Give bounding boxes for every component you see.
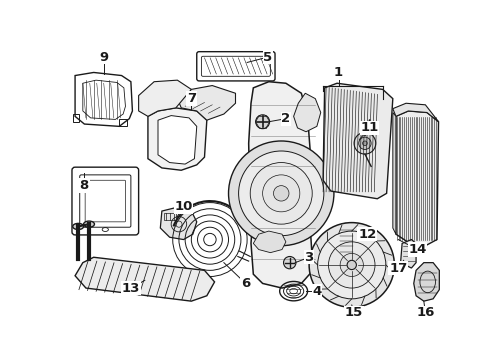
Polygon shape [75,257,214,301]
Polygon shape [323,83,392,199]
Text: 7: 7 [186,92,196,105]
Circle shape [340,253,363,276]
Circle shape [228,141,333,246]
Text: 9: 9 [99,50,108,64]
Bar [73,114,79,122]
Polygon shape [395,111,438,245]
Circle shape [328,242,374,288]
Circle shape [283,256,295,269]
Text: 5: 5 [263,50,272,64]
Circle shape [250,163,311,224]
Text: 10: 10 [174,200,192,213]
Text: 8: 8 [80,179,89,192]
Ellipse shape [73,223,83,230]
Circle shape [262,175,299,212]
Polygon shape [248,82,312,288]
Text: 1: 1 [333,66,343,79]
Polygon shape [392,103,438,122]
Circle shape [317,231,385,299]
Polygon shape [177,86,235,120]
Text: 6: 6 [241,277,250,290]
Circle shape [358,137,370,149]
Circle shape [308,222,393,307]
Polygon shape [148,108,206,170]
Ellipse shape [83,221,94,227]
Text: 11: 11 [360,121,378,134]
Text: 2: 2 [281,112,290,125]
Polygon shape [158,116,196,164]
Polygon shape [400,239,415,268]
Text: 13: 13 [122,282,140,294]
Text: 17: 17 [388,261,407,275]
Circle shape [255,115,269,129]
Circle shape [362,141,366,145]
Polygon shape [138,80,191,116]
Polygon shape [392,112,395,234]
Text: 12: 12 [357,228,376,240]
Circle shape [238,151,323,236]
Bar [340,226,352,256]
Bar [164,213,176,220]
Polygon shape [293,93,320,132]
Text: 16: 16 [415,306,434,319]
Text: 4: 4 [312,285,321,298]
Bar [119,119,127,126]
Polygon shape [413,263,438,301]
Ellipse shape [340,253,352,259]
Text: 15: 15 [344,306,363,319]
Polygon shape [253,231,285,253]
Text: 3: 3 [304,251,313,264]
Polygon shape [160,207,196,239]
Text: 14: 14 [407,243,426,256]
Circle shape [273,186,288,201]
Circle shape [346,260,356,270]
Ellipse shape [340,223,352,230]
Circle shape [353,132,375,154]
